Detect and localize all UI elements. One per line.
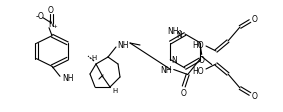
Text: NH: NH <box>62 73 74 82</box>
Text: N: N <box>176 30 182 39</box>
Text: +: + <box>53 24 57 29</box>
Text: O: O <box>181 88 187 97</box>
Text: N: N <box>48 20 54 29</box>
Text: O: O <box>252 92 258 101</box>
Text: O: O <box>252 15 258 24</box>
Text: O: O <box>48 6 54 15</box>
Text: HO: HO <box>192 66 204 75</box>
Text: NH: NH <box>117 40 129 49</box>
Text: H: H <box>112 87 118 93</box>
Text: N: N <box>171 56 177 64</box>
Text: O: O <box>199 56 205 64</box>
Text: HO: HO <box>192 41 204 50</box>
Text: NH: NH <box>160 65 171 74</box>
Text: -O: -O <box>36 12 44 21</box>
Text: NH₂: NH₂ <box>167 27 182 36</box>
Text: H: H <box>91 55 97 60</box>
